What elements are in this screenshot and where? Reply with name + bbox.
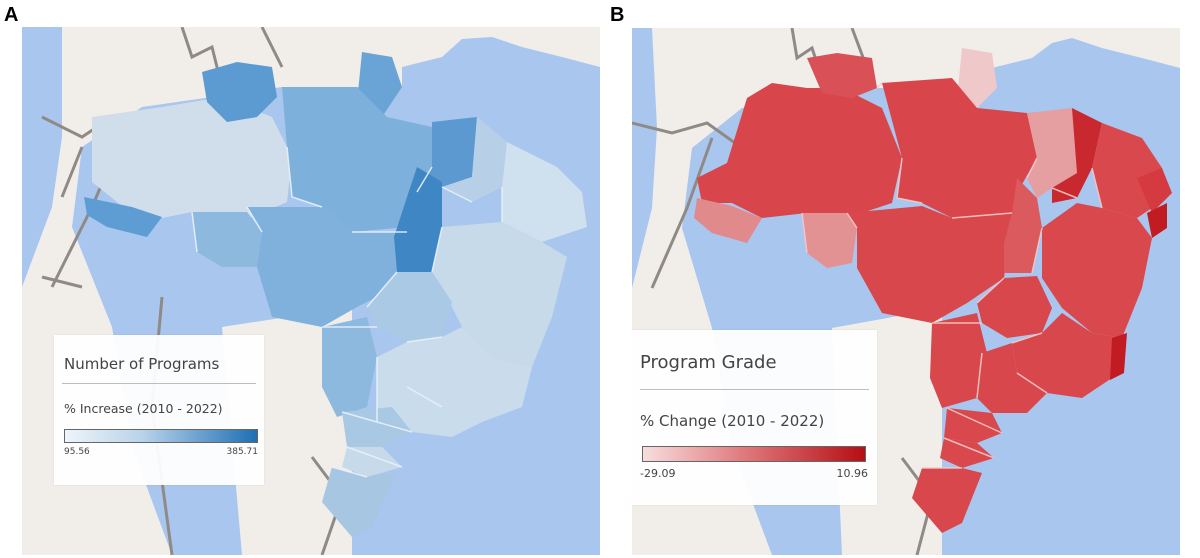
map-b-program-grade[interactable]: Program Grade % Change (2010 - 2022) -29… xyxy=(632,28,1180,555)
legend-b: Program Grade % Change (2010 - 2022) -29… xyxy=(632,330,877,505)
legend-subtitle: % Increase (2010 - 2022) xyxy=(64,401,223,416)
legend-ticks: 95.56 385.71 xyxy=(64,447,258,457)
legend-divider xyxy=(640,389,869,390)
legend-color-ramp xyxy=(642,446,866,462)
legend-title: Program Grade xyxy=(640,352,777,373)
legend-a: Number of Programs % Increase (2010 - 20… xyxy=(54,335,264,485)
legend-color-ramp xyxy=(64,429,258,443)
legend-divider xyxy=(62,383,256,384)
legend-ticks: -29.09 10.96 xyxy=(640,467,868,480)
map-a-number-of-programs[interactable]: Number of Programs % Increase (2010 - 20… xyxy=(22,27,600,555)
legend-title: Number of Programs xyxy=(64,355,220,373)
legend-min: -29.09 xyxy=(640,467,676,480)
legend-max: 385.71 xyxy=(226,447,259,457)
legend-min: 95.56 xyxy=(64,447,90,457)
legend-subtitle: % Change (2010 - 2022) xyxy=(640,412,825,430)
panel-label-b: B xyxy=(610,4,625,26)
legend-max: 10.96 xyxy=(836,467,869,480)
panel-label-a: A xyxy=(4,4,19,26)
